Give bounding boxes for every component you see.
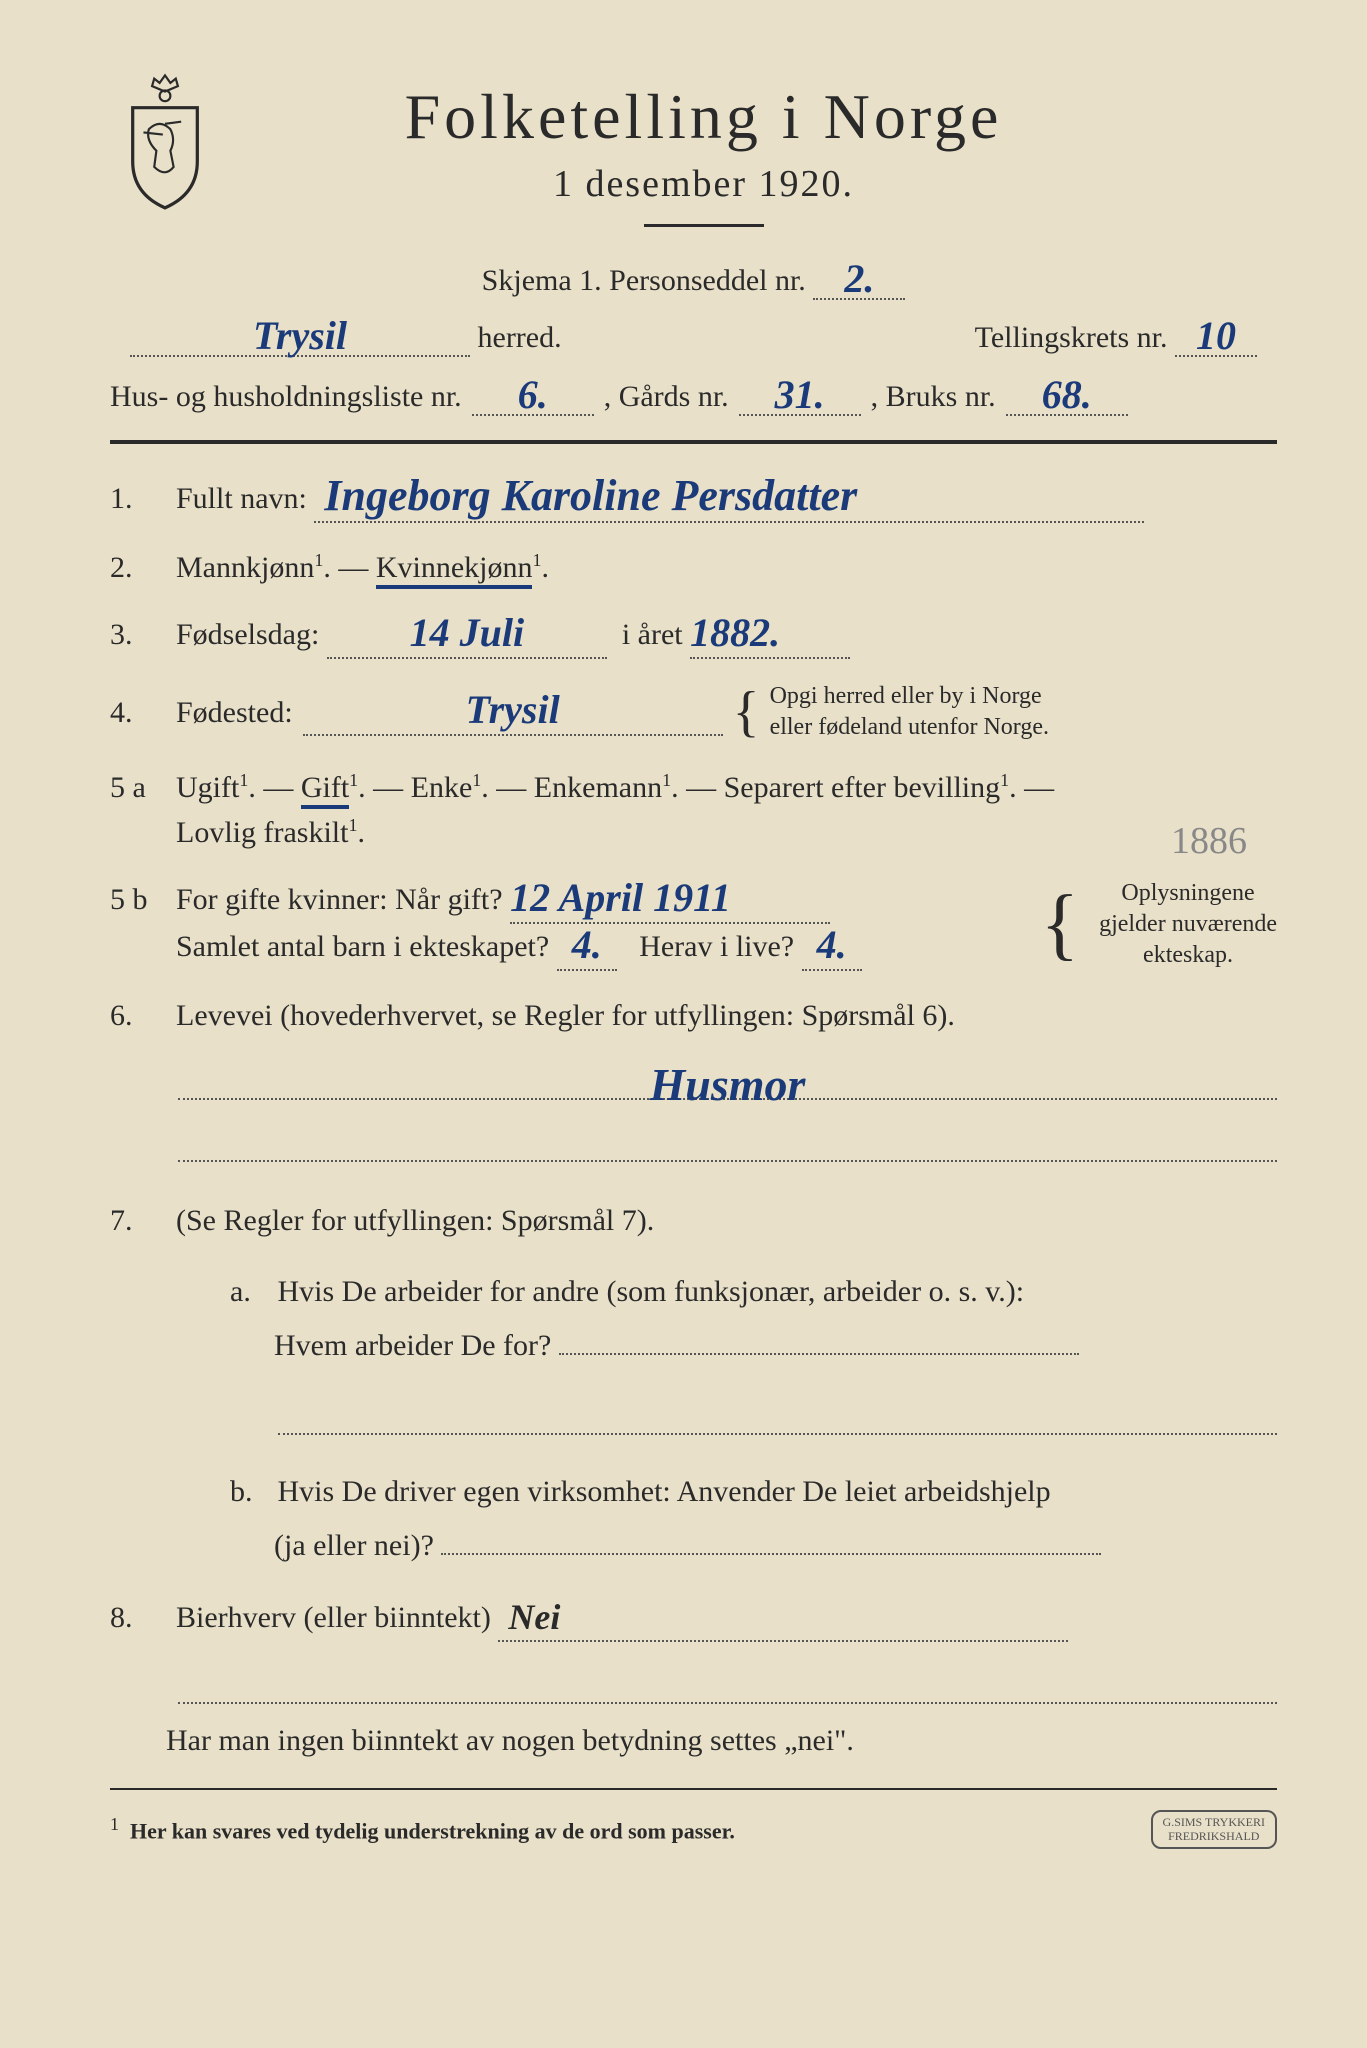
- gards-nr: 31.: [775, 372, 825, 417]
- q3-label-b: i året: [622, 618, 683, 651]
- q6-answer-line: Husmor: [178, 1062, 1277, 1100]
- census-form-page: Folketelling i Norge 1 desember 1920. Sk…: [0, 0, 1367, 2048]
- q5b-total: 4.: [572, 922, 602, 967]
- q5b-label-b: Samlet antal barn i ekteskapet?: [176, 930, 549, 963]
- q5b-note-l1: Oplysningene: [1121, 880, 1254, 906]
- q5a-num: 5 a: [110, 765, 160, 810]
- brace-icon: {: [1041, 904, 1079, 944]
- q5a-enkemann: Enkemann: [534, 771, 662, 804]
- q2-dash: —: [338, 551, 376, 584]
- section-divider: [110, 440, 1277, 444]
- q7a-l2: Hvem arbeider De for?: [230, 1329, 551, 1362]
- q5b-alive: 4.: [817, 922, 847, 967]
- footer-divider: [110, 1788, 1277, 1790]
- footnote: 1 Her kan svares ved tydelig understrekn…: [110, 1810, 1277, 1848]
- question-7b: b. Hvis De driver egen virksomhet: Anven…: [110, 1465, 1277, 1573]
- q7a-num: a.: [230, 1265, 270, 1319]
- document-subtitle: 1 desember 1920.: [250, 162, 1157, 206]
- q4-note-l2: eller fødeland utenfor Norge.: [770, 714, 1049, 740]
- q2-opt-male: Mannkjønn: [176, 551, 314, 584]
- herred-suffix: herred.: [478, 321, 562, 354]
- q4-label: Fødested:: [176, 690, 293, 735]
- question-5b: 5 b For gifte kvinner: Når gift? 12 Apri…: [110, 877, 1277, 971]
- q4-value: Trysil: [466, 687, 560, 732]
- q2-num: 2.: [110, 545, 160, 590]
- coat-of-arms-icon: [110, 70, 220, 210]
- q3-year: 1882.: [690, 610, 780, 655]
- q6-num: 6.: [110, 993, 160, 1038]
- q4-note: Opgi herred eller by i Norge eller fødel…: [770, 681, 1049, 743]
- meta-row-2: Trysil herred. Tellingskrets nr. 10: [110, 316, 1277, 357]
- husliste-nr: 6.: [518, 372, 548, 417]
- question-6: 6. Levevei (hovederhvervet, se Regler fo…: [110, 993, 1277, 1038]
- title-divider: [644, 224, 764, 227]
- question-7a: a. Hvis De arbeider for andre (som funks…: [110, 1265, 1277, 1373]
- q5a-gift: Gift: [301, 771, 349, 809]
- q7a-blank-line: [278, 1397, 1277, 1435]
- q5b-when: 12 April 1911: [510, 875, 731, 920]
- q7b-num: b.: [230, 1465, 270, 1519]
- q1-label: Fullt navn:: [176, 482, 307, 515]
- q3-num: 3.: [110, 612, 160, 657]
- tellingskrets-nr: 10: [1196, 313, 1236, 358]
- document-title: Folketelling i Norge: [250, 80, 1157, 154]
- q5a-ugift: Ugift: [176, 771, 239, 804]
- question-5a: 5 a Ugift1. — Gift1. — Enke1. — Enkemann…: [110, 765, 1277, 855]
- q8-num: 8.: [110, 1595, 160, 1640]
- personseddel-nr: 2.: [844, 256, 874, 301]
- title-block: Folketelling i Norge 1 desember 1920.: [250, 80, 1157, 227]
- q7-num: 7.: [110, 1198, 160, 1243]
- q5a-enke: Enke: [411, 771, 473, 804]
- skjema-label: Skjema 1. Personseddel nr.: [482, 264, 806, 297]
- q5b-note-l2: gjelder nuværende: [1099, 911, 1277, 937]
- q7b-l2: (ja eller nei)?: [230, 1529, 434, 1562]
- q5b-num: 5 b: [110, 877, 160, 922]
- q3-day: 14 Juli: [410, 610, 524, 655]
- q7a-l1: Hvis De arbeider for andre (som funksjon…: [278, 1275, 1025, 1308]
- question-8: 8. Bierhverv (eller biinntekt) Nei: [110, 1595, 1277, 1642]
- q8-note: Har man ingen biinntekt av nogen betydni…: [110, 1724, 1277, 1758]
- brace-icon: {: [733, 698, 760, 726]
- bruks-label: , Bruks nr.: [871, 380, 996, 414]
- q4-note-l1: Opgi herred eller by i Norge: [770, 683, 1042, 709]
- printer-stamp: G.SIMS TRYKKERI FREDRIKSHALD: [1151, 1810, 1277, 1848]
- question-1: 1. Fullt navn: Ingeborg Karoline Persdat…: [110, 474, 1277, 523]
- q1-num: 1.: [110, 476, 160, 521]
- q6-label: Levevei (hovederhvervet, se Regler for u…: [176, 993, 1277, 1038]
- header: Folketelling i Norge 1 desember 1920.: [110, 80, 1277, 227]
- husliste-label: Hus- og husholdningsliste nr.: [110, 380, 462, 414]
- gards-label: , Gårds nr.: [604, 380, 729, 414]
- meta-row-1: Skjema 1. Personseddel nr. 2.: [110, 259, 1277, 300]
- q1-value: Ingeborg Karoline Persdatter: [324, 471, 857, 520]
- question-4: 4. Fødested: Trysil { Opgi herred eller …: [110, 681, 1277, 743]
- q5a-fraskilt: Lovlig fraskilt: [176, 816, 348, 849]
- q3-label-a: Fødselsdag:: [176, 618, 319, 651]
- q8-value: Nei: [508, 1597, 560, 1637]
- q5a-pencil-note: 1886: [1171, 813, 1247, 870]
- q5b-label-c: Herav i live?: [639, 930, 794, 963]
- question-2: 2. Mannkjønn1. — Kvinnekjønn1.: [110, 545, 1277, 590]
- q8-label: Bierhverv (eller biinntekt): [176, 1601, 491, 1634]
- meta-row-3: Hus- og husholdningsliste nr. 6. , Gårds…: [110, 375, 1277, 416]
- q7b-l1: Hvis De driver egen virksomhet: Anvender…: [278, 1475, 1051, 1508]
- question-7: 7. (Se Regler for utfyllingen: Spørsmål …: [110, 1198, 1277, 1243]
- q4-num: 4.: [110, 690, 160, 735]
- q7-label: (Se Regler for utfyllingen: Spørsmål 7).: [176, 1198, 1277, 1243]
- stamp-l1: G.SIMS TRYKKERI: [1163, 1815, 1265, 1829]
- q2-opt-female: Kvinnekjønn: [376, 551, 533, 589]
- q8-blank-line: [178, 1666, 1277, 1704]
- tellingskrets-label: Tellingskrets nr.: [975, 321, 1168, 354]
- q5a-separert: Separert efter bevilling: [724, 771, 1001, 804]
- footnote-text: Her kan svares ved tydelig understreknin…: [130, 1819, 735, 1844]
- stamp-l2: FREDRIKSHALD: [1168, 1829, 1259, 1843]
- q6-blank-line: [178, 1124, 1277, 1162]
- bruks-nr: 68.: [1042, 372, 1092, 417]
- q5b-label-a: For gifte kvinner: Når gift?: [176, 883, 503, 916]
- q5b-note-l3: ekteskap.: [1143, 942, 1233, 968]
- footnote-marker: 1: [110, 1814, 119, 1834]
- herred-value: Trysil: [253, 313, 347, 358]
- question-3: 3. Fødselsdag: 14 Juli i året 1882.: [110, 612, 1277, 659]
- q5b-note: Oplysningene gjelder nuværende ekteskap.: [1099, 878, 1277, 972]
- q6-value: Husmor: [650, 1059, 806, 1110]
